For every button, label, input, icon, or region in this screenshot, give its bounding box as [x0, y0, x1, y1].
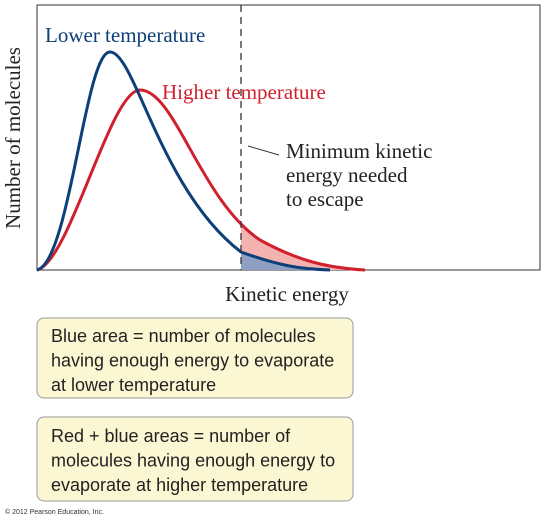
note-box	[36, 416, 354, 502]
higher-temp-curve	[36, 88, 366, 272]
higher-label: Higher temperature	[162, 80, 326, 104]
minimum-label: energy needed	[286, 163, 408, 187]
leader-line	[247, 145, 280, 156]
blue-area	[241, 252, 330, 270]
note-text: molecules having enough energy to	[51, 450, 335, 470]
note-box	[36, 317, 354, 399]
minimum-label: Minimum kinetic	[286, 139, 432, 163]
lower-label: Lower temperature	[45, 23, 205, 47]
note-text: evaporate at higher temperature	[51, 475, 308, 495]
lower-temp-curve	[36, 50, 331, 272]
minimum-label: to escape	[286, 187, 364, 211]
note-text: at lower temperature	[51, 375, 216, 395]
note-text: having enough energy to evaporate	[51, 350, 334, 370]
note-text: Blue area = number of molecules	[51, 326, 316, 346]
copyright: © 2012 Pearson Education, Inc.	[5, 508, 104, 516]
red-area	[241, 223, 365, 270]
note-text: Red + blue areas = number of	[51, 426, 291, 446]
x-axis-label: Kinetic energy	[225, 282, 349, 306]
y-axis-label: Number of molecules	[1, 47, 25, 229]
